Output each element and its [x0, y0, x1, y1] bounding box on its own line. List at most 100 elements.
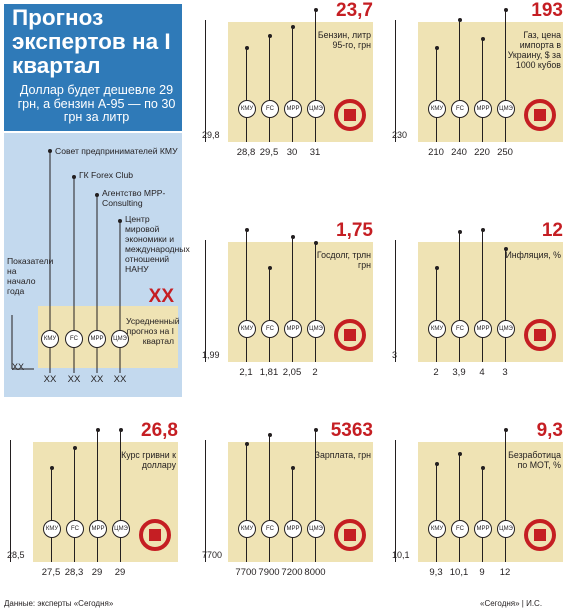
chart-5-bar-dot [72, 445, 77, 450]
title-box [4, 4, 182, 131]
chart-2-value-label: 240 [451, 147, 467, 158]
chart-7-bar-dot [434, 462, 439, 467]
chart-3-bar-line [292, 236, 293, 362]
chart-2-current-value: 230 [392, 130, 408, 140]
chart-1-value-label: 28,8 [236, 147, 256, 158]
chart-5-expert-badge: ЦМЭ [112, 520, 130, 538]
chart-7-value-label: 9,3 [429, 567, 443, 578]
chart-3-bar-dot [267, 266, 272, 270]
chart-6-axis [205, 440, 206, 562]
chart-3-value-label: 2,1 [239, 367, 253, 378]
chart-5-bar-line [97, 430, 98, 562]
legend-expert-name: Совет предпринимателей КМУ [55, 146, 178, 156]
footer-source: Данные: эксперты «Сегодня» [4, 599, 114, 608]
legend-start-label: Показатели на начало года [7, 256, 54, 296]
chart-1-bar-dot [313, 8, 318, 12]
chart-7-current-value: 10,1 [392, 550, 410, 560]
chart-7-bar-line [459, 454, 460, 562]
chart-5-value-label: 29 [91, 567, 103, 578]
chart-6-value-label: 7900 [258, 567, 280, 578]
chart-7-forecast-value: 9,3 [536, 420, 563, 441]
chart-3-bar-line [315, 243, 316, 362]
chart-2-title: Газ, цена импорта в Украину, $ за 1000 к… [507, 30, 561, 70]
chart-1-expert-badge: FC [261, 100, 279, 118]
chart-4-title: Инфляция, % [505, 250, 561, 260]
chart-5-bar-line [51, 468, 52, 562]
chart-7-bar-line [482, 468, 483, 562]
chart-4-expert-badge: ЦМЭ [497, 320, 515, 338]
chart-2-axis [395, 20, 396, 142]
person-spotlight-icon [523, 518, 557, 552]
chart-4-value-label: 4 [479, 367, 485, 378]
chart-2-bar-dot [480, 36, 485, 41]
chart-6-bar-line [315, 430, 316, 562]
chart-2-bar-line [436, 48, 437, 142]
chart-7-value-label: 12 [499, 567, 511, 578]
briefcase-hryvnia-icon [333, 318, 367, 352]
chart-4-bar-line [436, 268, 437, 362]
chart-1-bar-line [246, 48, 247, 142]
chart-2-bar-line [459, 19, 460, 142]
chart-5-axis [10, 440, 11, 562]
chart-5-value-label: 28,3 [64, 567, 84, 578]
chart-4-axis [395, 240, 396, 362]
chart-6-value-label: 8000 [304, 567, 326, 578]
chart-6-bar-line [292, 468, 293, 562]
chart-3-bar-line [246, 230, 247, 362]
chart-6-expert-badge: КМУ [238, 520, 256, 538]
chart-7-value-label: 10,1 [449, 567, 469, 578]
chart-2-expert-badge: MPP [474, 100, 492, 118]
chart-1-bar-dot [290, 25, 295, 30]
chart-3-title: Госдолг, трлн грн [316, 250, 371, 270]
chart-7-title: Безработица по МОТ, % [508, 450, 561, 470]
money-bag-icon [333, 518, 367, 552]
legend-expert-name: Центр мировой экономики и международных … [125, 214, 190, 274]
chart-3-expert-badge: MPP [284, 320, 302, 338]
legend-badge-4: ЦМЭ [111, 330, 129, 348]
chart-5-title: Курс гривни к доллару [121, 450, 176, 470]
chart-6-bar-line [246, 444, 247, 562]
chart-3-value-label: 1,81 [259, 367, 279, 378]
chart-5-expert-badge: FC [66, 520, 84, 538]
chart-4-bar-line [482, 230, 483, 362]
chart-1-bar-dot [244, 46, 249, 50]
chart-3-bar-dot [313, 241, 318, 246]
chart-7-bar-line [505, 430, 506, 562]
legend-shade [38, 306, 178, 368]
chart-6-bar-dot [267, 432, 272, 437]
chart-7-expert-badge: FC [451, 520, 469, 538]
currency-exchange-icon [138, 518, 172, 552]
chart-4-expert-badge: FC [451, 320, 469, 338]
chart-7-axis [395, 440, 396, 562]
chart-2-bar-line [505, 10, 506, 142]
chart-4-expert-badge: MPP [474, 320, 492, 338]
chart-4-bar-dot [503, 247, 508, 251]
chart-5-forecast-value: 26,8 [141, 420, 178, 441]
chart-2-bar-dot [434, 46, 439, 50]
chart-4-expert-badge: КМУ [428, 320, 446, 338]
chart-2-bar-dot [457, 17, 462, 22]
chart-1-expert-badge: MPP [284, 100, 302, 118]
chart-3-bar-dot [244, 228, 249, 232]
page-title: Прогноз экспертов на I квартал [12, 5, 171, 78]
chart-2-expert-badge: КМУ [428, 100, 446, 118]
chart-6-bar-dot [313, 428, 318, 432]
chart-3-bar-line [269, 268, 270, 362]
chart-2-value-label: 220 [474, 147, 490, 158]
chart-2-shade [418, 22, 563, 142]
chart-3-forecast-value: 1,75 [336, 220, 373, 241]
chart-3-axis [205, 240, 206, 362]
chart-2-expert-badge: ЦМЭ [497, 100, 515, 118]
chart-1-bar-line [292, 27, 293, 142]
legend-forecast-label: Усредненный прогноз на I квартал [126, 316, 180, 346]
chart-4-bar-line [505, 249, 506, 362]
chart-5-value-label: 29 [114, 567, 126, 578]
chart-5-expert-badge: MPP [89, 520, 107, 538]
chart-7-bar-dot [480, 466, 485, 470]
chart-6-title: Зарплата, грн [314, 450, 371, 460]
legend-tick-value: XX [43, 374, 57, 385]
chart-6-expert-badge: MPP [284, 520, 302, 538]
legend-badge-3: MPP [88, 330, 106, 348]
chart-7-shade [418, 442, 563, 562]
chart-1-value-label: 29,5 [259, 147, 279, 158]
